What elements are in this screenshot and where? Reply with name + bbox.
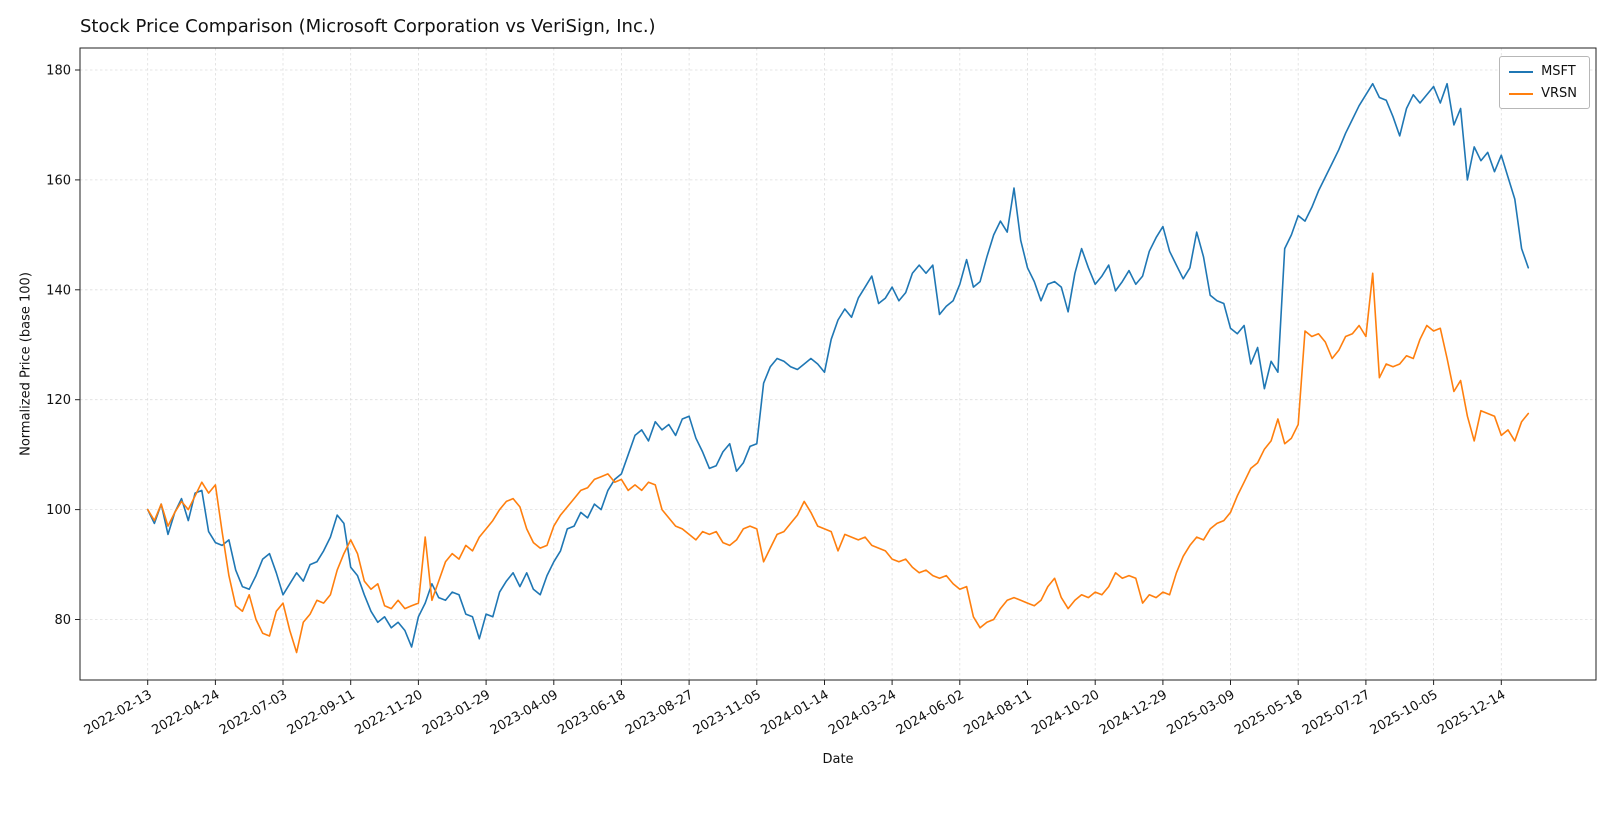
x-tick-label: 2022-02-13 [82, 687, 155, 738]
legend-label-vrsn: VRSN [1541, 86, 1577, 101]
x-tick-label: 2022-09-11 [285, 687, 358, 738]
x-tick-label: 2024-03-24 [826, 687, 899, 738]
x-tick-label: 2023-01-29 [420, 687, 493, 738]
y-tick-label: 120 [46, 393, 71, 408]
x-tick-label: 2024-08-11 [962, 687, 1035, 738]
legend-label-msft: MSFT [1541, 64, 1576, 79]
chart-title: Stock Price Comparison (Microsoft Corpor… [80, 16, 656, 37]
x-tick-label: 2025-12-14 [1435, 687, 1508, 738]
vrsn-series-line [146, 272, 1530, 654]
x-tick-label: 2024-06-02 [894, 687, 967, 738]
y-tick-label: 180 [46, 64, 71, 79]
y-tick-label: 140 [46, 283, 71, 298]
x-tick-label: 2025-10-05 [1368, 687, 1441, 738]
msft-series-line [146, 82, 1530, 648]
legend: MSFT VRSN [1499, 56, 1590, 109]
x-tick-label: 2023-06-18 [555, 687, 628, 738]
x-tick-label: 2025-07-27 [1300, 687, 1373, 738]
msft-line-swatch-icon [1509, 70, 1534, 73]
x-tick-label: 2025-05-18 [1232, 687, 1305, 738]
y-tick-label: 80 [54, 613, 71, 628]
legend-item-msft: MSFT [1509, 64, 1577, 79]
vrsn-line-swatch-icon [1509, 92, 1534, 95]
x-tick-label: 2025-03-09 [1165, 687, 1238, 738]
x-tick-label: 2022-07-03 [217, 687, 290, 738]
x-tick-label: 2024-01-14 [759, 687, 832, 738]
x-tick-label: 2024-12-29 [1097, 687, 1170, 738]
y-tick-label: 160 [46, 173, 71, 188]
plot-border [79, 47, 1597, 681]
y-tick-label: 100 [46, 503, 71, 518]
x-tick-label: 2023-04-09 [488, 687, 561, 738]
x-tick-label: 2022-04-24 [149, 687, 222, 738]
x-tick-label: 2022-11-20 [352, 687, 425, 738]
x-tick-label: 2024-10-20 [1029, 687, 1102, 738]
x-axis-label: Date [822, 752, 854, 767]
x-tick-label: 2023-11-05 [691, 687, 764, 738]
x-tick-label: 2023-08-27 [623, 687, 696, 738]
legend-item-vrsn: VRSN [1509, 86, 1577, 101]
